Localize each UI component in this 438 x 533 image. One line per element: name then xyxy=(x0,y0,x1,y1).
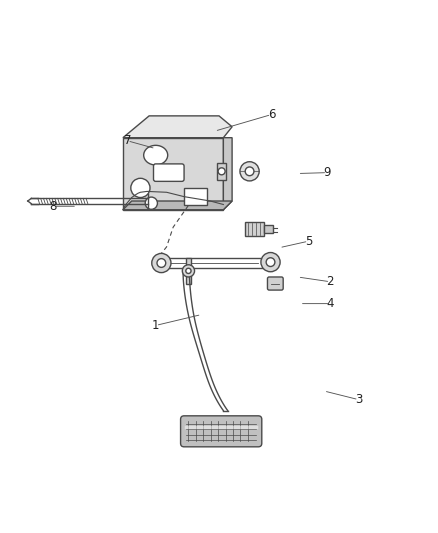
Text: 1: 1 xyxy=(152,319,159,332)
FancyBboxPatch shape xyxy=(180,416,262,447)
FancyBboxPatch shape xyxy=(268,277,283,290)
Polygon shape xyxy=(186,258,191,284)
Bar xyxy=(264,224,273,233)
Circle shape xyxy=(261,253,280,272)
Text: 2: 2 xyxy=(327,275,334,288)
FancyBboxPatch shape xyxy=(153,164,184,181)
Circle shape xyxy=(145,197,157,209)
Circle shape xyxy=(240,161,259,181)
Circle shape xyxy=(182,265,194,277)
Polygon shape xyxy=(123,138,223,210)
Text: 9: 9 xyxy=(324,166,331,179)
Ellipse shape xyxy=(144,146,168,165)
Bar xyxy=(245,222,264,236)
Circle shape xyxy=(186,268,191,273)
Bar xyxy=(217,163,226,180)
Text: 3: 3 xyxy=(355,393,362,406)
Bar xyxy=(184,188,207,205)
Text: 8: 8 xyxy=(49,200,57,213)
Circle shape xyxy=(157,259,166,268)
Text: 4: 4 xyxy=(327,297,334,310)
Polygon shape xyxy=(123,201,232,210)
Circle shape xyxy=(266,258,275,266)
Circle shape xyxy=(218,168,225,175)
Text: 5: 5 xyxy=(305,235,312,248)
Text: 6: 6 xyxy=(268,108,275,121)
Text: 7: 7 xyxy=(124,134,131,147)
Circle shape xyxy=(152,253,171,272)
Circle shape xyxy=(131,179,150,198)
Circle shape xyxy=(245,167,254,176)
Polygon shape xyxy=(223,138,232,210)
Polygon shape xyxy=(123,116,232,138)
